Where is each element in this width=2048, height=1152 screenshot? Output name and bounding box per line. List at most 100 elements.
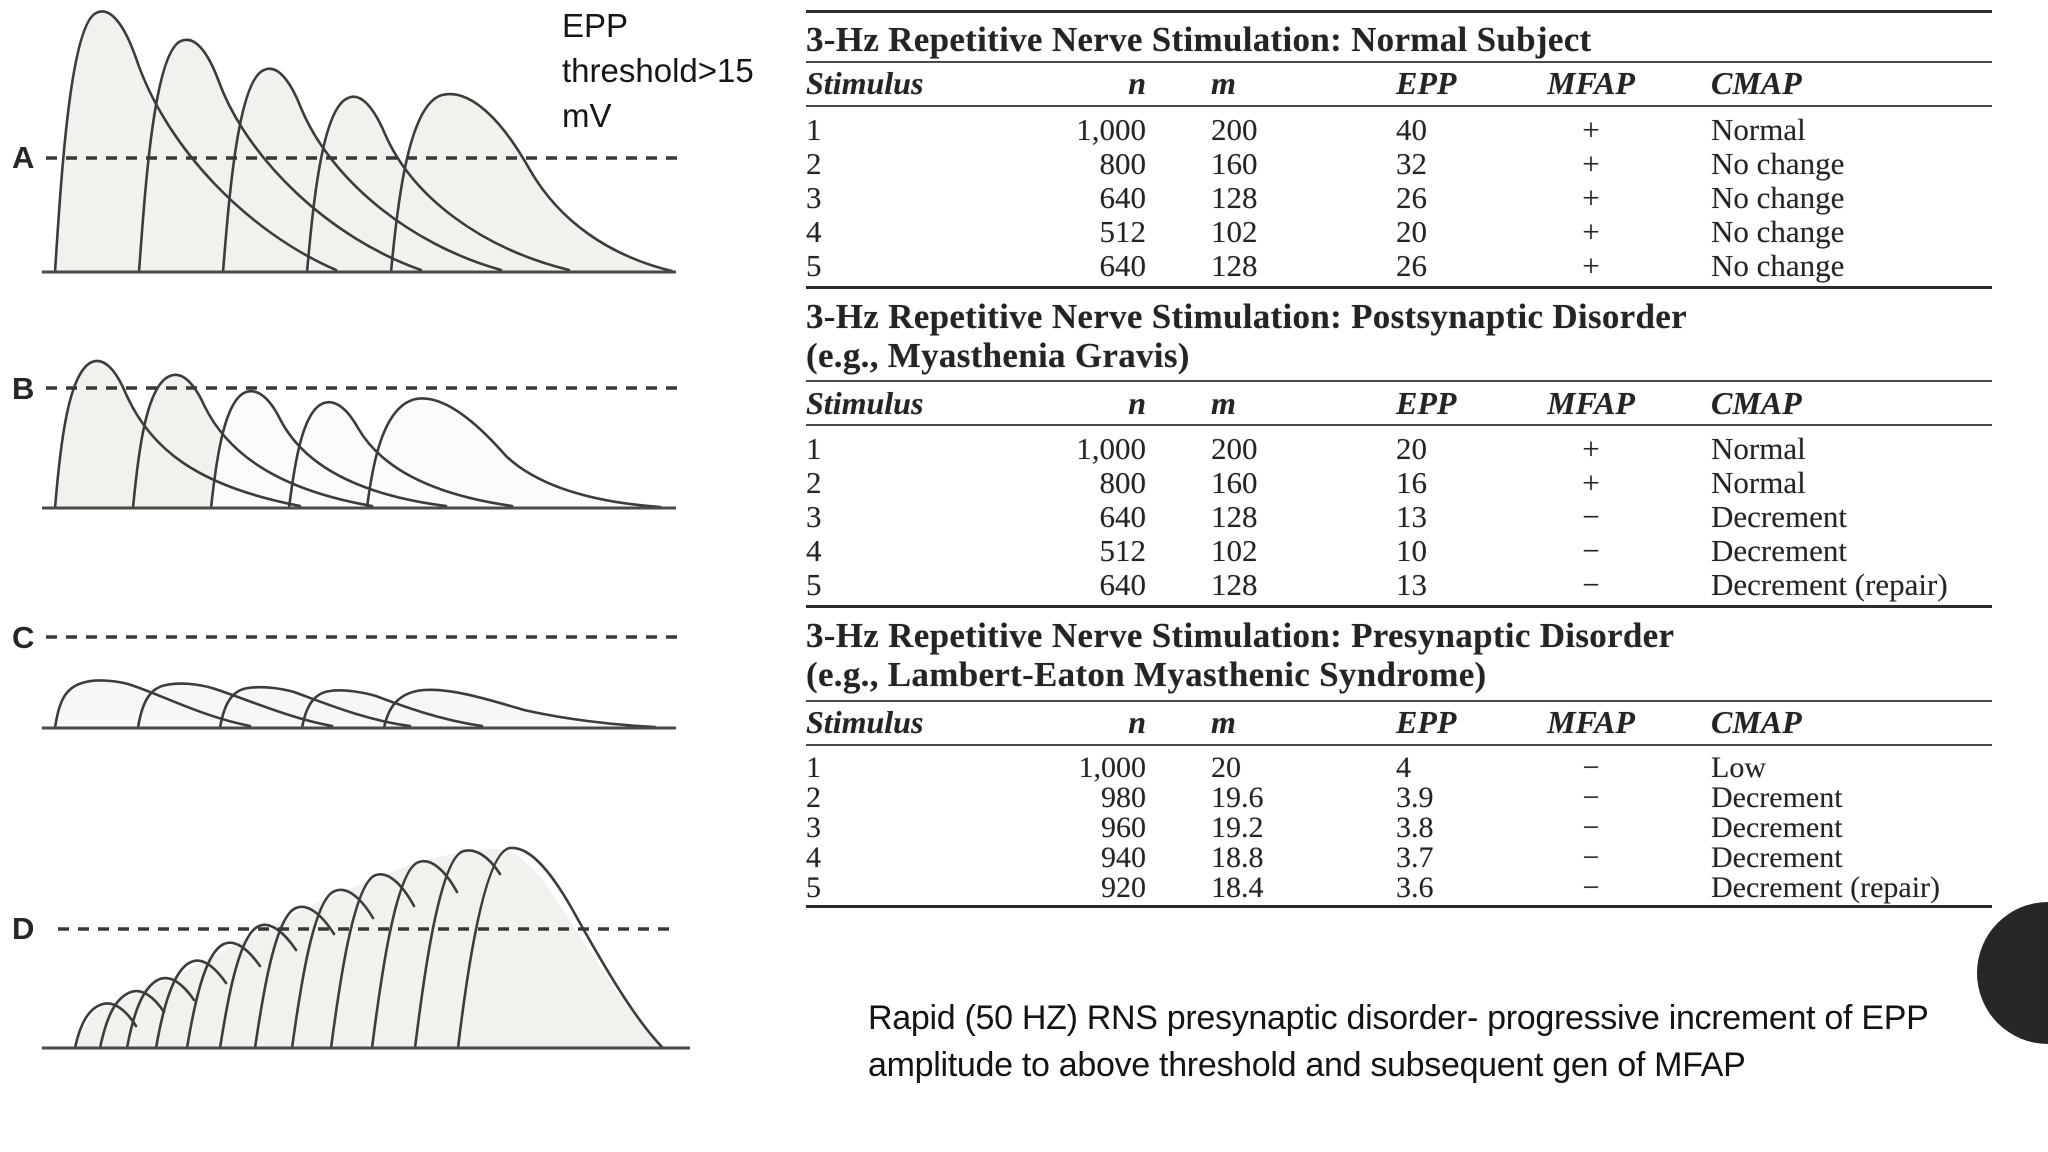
table-rule bbox=[806, 60, 1992, 63]
table-body: 1 1,000 20 4 − Low 2 980 19.6 3.9 − Decrement 3 960 19… bbox=[806, 746, 1992, 905]
table-cell: 5 bbox=[806, 567, 822, 603]
table-header-row: Stimulus n m EPP MFAP CMAP bbox=[806, 702, 1992, 744]
table-cell: Decrement bbox=[1711, 499, 1847, 535]
table-cell: 2 bbox=[806, 145, 822, 181]
table-cell: 20 bbox=[1211, 750, 1241, 784]
table-cell: 128 bbox=[1211, 499, 1258, 535]
table-cell: 800 bbox=[1099, 465, 1147, 501]
table-cell: − bbox=[1582, 810, 1600, 844]
table-cell: Decrement bbox=[1711, 533, 1847, 569]
table-cell: + bbox=[1582, 111, 1600, 147]
table-body: 1 1,000 200 40 + Normal 2 800 160 32 + No change 3 64… bbox=[806, 107, 1992, 286]
table-cell: 2 bbox=[806, 465, 822, 501]
table-cell: 102 bbox=[1211, 533, 1258, 569]
table-row: 1 1,000 200 20 + Normal bbox=[806, 431, 1992, 467]
table-bottom-rule bbox=[806, 285, 1992, 289]
table-cell: No change bbox=[1711, 213, 1845, 249]
table-cell: + bbox=[1582, 213, 1600, 249]
table-body: 1 1,000 200 20 + Normal 2 800 160 16 + Normal 3 640 12… bbox=[806, 426, 1992, 605]
trace-label-a: A bbox=[12, 140, 36, 175]
table-cell: Low bbox=[1711, 750, 1766, 784]
table-cell: 200 bbox=[1211, 431, 1258, 467]
trace-c-waveform bbox=[42, 635, 678, 730]
table-cell: 13 bbox=[1396, 499, 1427, 535]
table-cell: 26 bbox=[1396, 247, 1427, 283]
table-cell: 19.6 bbox=[1211, 780, 1264, 814]
table-cell: 3.6 bbox=[1396, 870, 1434, 904]
table-cell: 18.4 bbox=[1211, 870, 1264, 904]
table-row: 4 512 102 10 − Decrement bbox=[806, 533, 1992, 569]
table-header-row: Stimulus n m EPP MFAP CMAP bbox=[806, 63, 1992, 105]
table-row: 4 512 102 20 + No change bbox=[806, 213, 1992, 249]
table-title: 3-Hz Repetitive Nerve Stimulation: Posts… bbox=[806, 296, 1687, 336]
table-rule bbox=[806, 424, 1992, 427]
trace-label-c: C bbox=[12, 620, 36, 655]
column-header-mfap: MFAP bbox=[1547, 65, 1635, 102]
column-header-n: n bbox=[1128, 704, 1146, 741]
column-header-m: m bbox=[1211, 384, 1236, 421]
table-row: 3 960 19.2 3.8 − Decrement bbox=[806, 811, 1992, 844]
table-cell: 128 bbox=[1211, 567, 1258, 603]
column-header-epp: EPP bbox=[1396, 704, 1457, 741]
table-presynaptic-disorder: 3-Hz Repetitive Nerve Stimulation: Presy… bbox=[806, 608, 1992, 908]
table-cell: 32 bbox=[1396, 145, 1427, 181]
column-header-cmap: CMAP bbox=[1711, 704, 1802, 741]
table-cell: 3 bbox=[806, 499, 822, 535]
table-header-row: Stimulus n m EPP MFAP CMAP bbox=[806, 382, 1992, 424]
table-cell: 26 bbox=[1396, 179, 1427, 215]
table-cell: 640 bbox=[1099, 499, 1147, 535]
table-cell: 4 bbox=[806, 213, 822, 249]
column-header-m: m bbox=[1211, 704, 1236, 741]
table-cell: Decrement bbox=[1711, 810, 1843, 844]
table-cell: 13 bbox=[1396, 567, 1427, 603]
column-header-mfap: MFAP bbox=[1547, 704, 1635, 741]
column-header-stimulus: Stimulus bbox=[806, 65, 924, 102]
table-cell: 18.8 bbox=[1211, 840, 1264, 874]
table-cell: 640 bbox=[1099, 567, 1147, 603]
table-cell: Decrement bbox=[1711, 840, 1843, 874]
table-cell: + bbox=[1582, 465, 1600, 501]
table-cell: + bbox=[1582, 145, 1600, 181]
table-cell: 640 bbox=[1099, 247, 1147, 283]
table-row: 5 640 128 13 − Decrement (repair) bbox=[806, 567, 1992, 603]
table-cell: Normal bbox=[1711, 431, 1806, 467]
column-header-mfap: MFAP bbox=[1547, 384, 1635, 421]
column-header-epp: EPP bbox=[1396, 384, 1457, 421]
table-cell: 4 bbox=[806, 840, 821, 874]
column-header-n: n bbox=[1128, 65, 1146, 102]
table-cell: − bbox=[1582, 870, 1600, 904]
table-title: 3-Hz Repetitive Nerve Stimulation: Norma… bbox=[806, 20, 1592, 59]
table-cell: 4 bbox=[806, 533, 822, 569]
table-cell: 3.8 bbox=[1396, 810, 1434, 844]
waveform-figure bbox=[42, 10, 690, 1050]
table-cell: 5 bbox=[806, 247, 822, 283]
table-cell: 800 bbox=[1099, 145, 1147, 181]
table-cell: 20 bbox=[1396, 431, 1427, 467]
column-header-cmap: CMAP bbox=[1711, 384, 1802, 421]
table-normal-subject: 3-Hz Repetitive Nerve Stimulation: Norma… bbox=[806, 10, 1992, 289]
table-cell: + bbox=[1582, 431, 1600, 467]
column-header-m: m bbox=[1211, 65, 1236, 102]
trace-a-waveform bbox=[42, 10, 678, 274]
table-cell: + bbox=[1582, 179, 1600, 215]
table-cell: 512 bbox=[1099, 213, 1147, 249]
table-cell: 1 bbox=[806, 111, 822, 147]
table-cell: 10 bbox=[1396, 533, 1427, 569]
table-cell: − bbox=[1582, 499, 1600, 535]
table-cell: 160 bbox=[1211, 465, 1258, 501]
table-postsynaptic-disorder: 3-Hz Repetitive Nerve Stimulation: Posts… bbox=[806, 289, 1992, 609]
trace-b-waveform bbox=[42, 359, 678, 510]
table-cell: 512 bbox=[1099, 533, 1147, 569]
table-cell: 5 bbox=[806, 870, 821, 904]
table-cell: − bbox=[1582, 567, 1600, 603]
table-cell: 128 bbox=[1211, 179, 1258, 215]
table-cell: 3 bbox=[806, 810, 821, 844]
table-top-rule bbox=[806, 10, 1992, 13]
trace-label-d: D bbox=[12, 911, 36, 946]
table-cell: − bbox=[1582, 780, 1600, 814]
table-row: 2 980 19.6 3.9 − Decrement bbox=[806, 781, 1992, 814]
table-row: 1 1,000 20 4 − Low bbox=[806, 751, 1992, 784]
table-cell: 1,000 bbox=[1076, 111, 1146, 147]
table-cell: Decrement bbox=[1711, 780, 1843, 814]
